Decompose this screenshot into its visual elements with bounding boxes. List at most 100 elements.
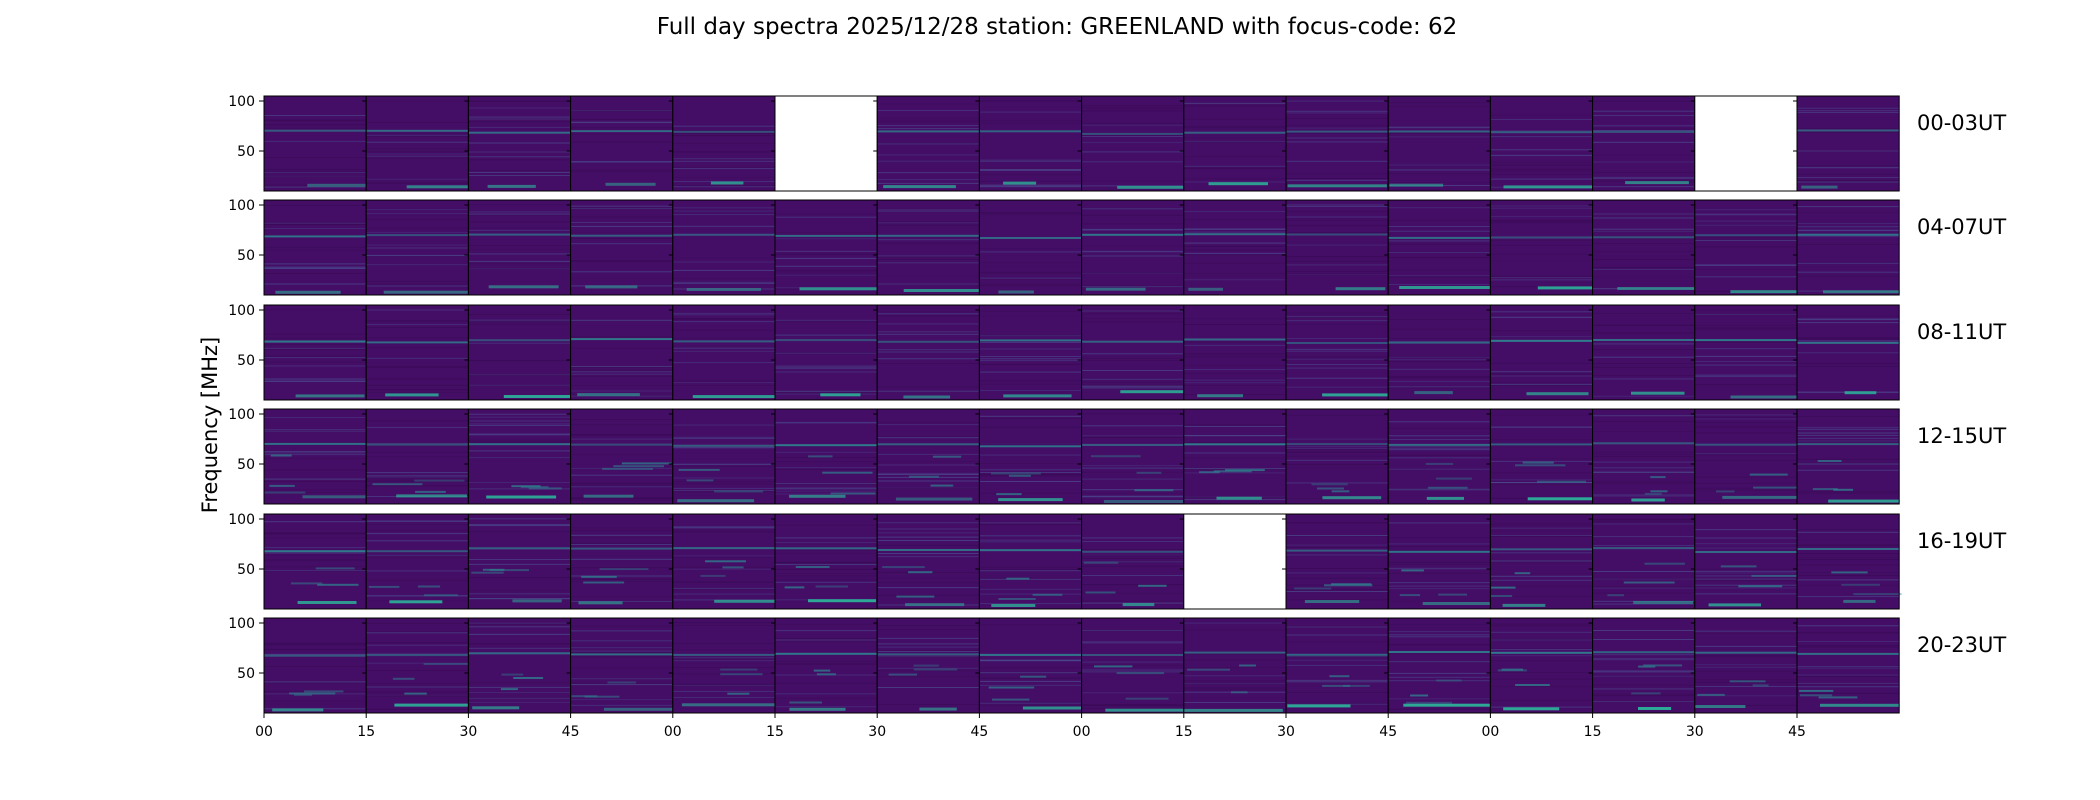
spectral-texture-line [366, 389, 469, 391]
rfi-band-70mhz [1081, 654, 1184, 656]
rfi-band-70mhz [366, 341, 469, 344]
spectral-texture-line [877, 239, 980, 241]
spectral-texture-line [1081, 310, 1184, 312]
spectral-texture-line [264, 559, 367, 561]
spectral-texture-line [1286, 225, 1389, 227]
x-tick-label: 30 [1686, 724, 1704, 740]
spectral-texture-line [1490, 484, 1593, 486]
mid-band-feature [1138, 584, 1167, 587]
spectral-texture-line [1081, 223, 1184, 225]
spectral-texture-line [1081, 387, 1184, 389]
spectrum-panel [771, 304, 878, 401]
spectral-texture-line [979, 169, 1082, 171]
spectral-texture-line [1490, 381, 1593, 383]
spectral-texture-line [1081, 495, 1184, 497]
panel-background [468, 514, 571, 609]
spectral-texture-line [877, 210, 980, 212]
spectral-texture-line [775, 487, 878, 489]
spectrum-panel [1384, 617, 1491, 714]
x-tick-label: 15 [1175, 724, 1193, 740]
spectral-texture-line [264, 349, 367, 350]
spectral-texture-line [468, 360, 571, 362]
spectral-texture-line [672, 527, 775, 529]
spectrum-panel [1179, 408, 1287, 505]
spectral-texture-line [1388, 435, 1491, 437]
spectrum-panel [1179, 617, 1287, 714]
mid-band-feature [1406, 701, 1452, 704]
spectral-texture-line [1183, 219, 1286, 221]
mid-band-feature [1799, 689, 1834, 692]
mid-band-feature [372, 483, 423, 486]
spectral-texture-line [1286, 112, 1389, 114]
spectral-texture-line [1694, 656, 1797, 658]
spectral-texture-line [1592, 461, 1695, 463]
spectral-texture-line [570, 482, 673, 484]
spectral-texture-line [1490, 426, 1593, 428]
spectral-texture-line [264, 442, 367, 444]
spectrum-panel [1179, 304, 1287, 401]
spectrum-panel [1282, 304, 1389, 401]
spectral-texture-line [672, 657, 775, 659]
spectral-texture-line [366, 691, 469, 693]
spectral-texture-line [1183, 365, 1286, 366]
mid-band-feature [882, 566, 925, 569]
spectral-texture-line [1388, 257, 1491, 258]
rfi-band-70mhz [1286, 443, 1389, 446]
spectral-texture-line [264, 570, 367, 572]
spectral-texture-line [1490, 220, 1593, 222]
spectral-texture-line [1388, 439, 1491, 440]
panel-background [366, 409, 469, 504]
spectral-texture-line [468, 697, 571, 699]
spectral-texture-line [979, 569, 1082, 570]
mid-band-feature [1812, 488, 1838, 491]
mid-band-feature [520, 486, 549, 489]
spectrum-panel [1486, 304, 1594, 401]
spectral-texture-line [1490, 205, 1593, 207]
spectral-texture-line [1183, 356, 1286, 358]
spectrum-panel [975, 95, 1083, 192]
rfi-band-70mhz [1797, 443, 1900, 446]
spectral-texture-line [1183, 697, 1286, 699]
mid-band-feature [1317, 487, 1344, 490]
spectral-texture-line [1081, 245, 1184, 247]
spectral-texture-line [570, 544, 673, 545]
spectrum-panel [362, 408, 469, 505]
panel-background [264, 514, 367, 609]
spectral-texture-line [1797, 645, 1900, 647]
spectral-texture-line [1081, 122, 1184, 124]
spectral-texture-line [1388, 102, 1491, 104]
spectral-texture-line [468, 268, 571, 269]
spectral-texture-line [1183, 353, 1286, 355]
spectral-texture-line [1797, 275, 1900, 277]
spectral-texture-line [264, 124, 367, 126]
spectral-texture-line [775, 682, 878, 684]
spectral-texture-line [264, 205, 367, 206]
panel-background [1183, 305, 1286, 400]
spectral-texture-line [979, 473, 1082, 475]
spectral-texture-line [1797, 352, 1900, 354]
spectral-texture-line [1490, 685, 1593, 687]
rfi-band-70mhz [877, 443, 980, 446]
spectral-texture-line [672, 526, 775, 528]
spectral-texture-line [775, 663, 878, 665]
spectral-texture-line [570, 498, 673, 499]
spectral-texture-line [1694, 239, 1797, 241]
spectral-texture-line [1183, 622, 1286, 624]
spectral-texture-line [672, 166, 775, 168]
spectral-texture-line [1286, 464, 1389, 465]
spectral-texture-line [672, 581, 775, 583]
spectral-texture-line [1694, 578, 1797, 580]
spectral-texture-line [1183, 156, 1286, 158]
mid-band-feature [471, 571, 504, 574]
mid-band-feature [1514, 572, 1531, 575]
spectral-texture-line [366, 540, 469, 542]
spectral-texture-line [1286, 482, 1389, 484]
spectral-texture-line [877, 275, 980, 277]
y-tick-label: 50 [237, 248, 255, 264]
low-frequency-emission [605, 182, 656, 186]
spectral-texture-line [1490, 439, 1593, 441]
spectral-texture-line [1797, 553, 1900, 555]
mid-band-feature [705, 560, 746, 563]
spectral-texture-line [1592, 523, 1695, 525]
spectral-texture-line [264, 333, 367, 335]
